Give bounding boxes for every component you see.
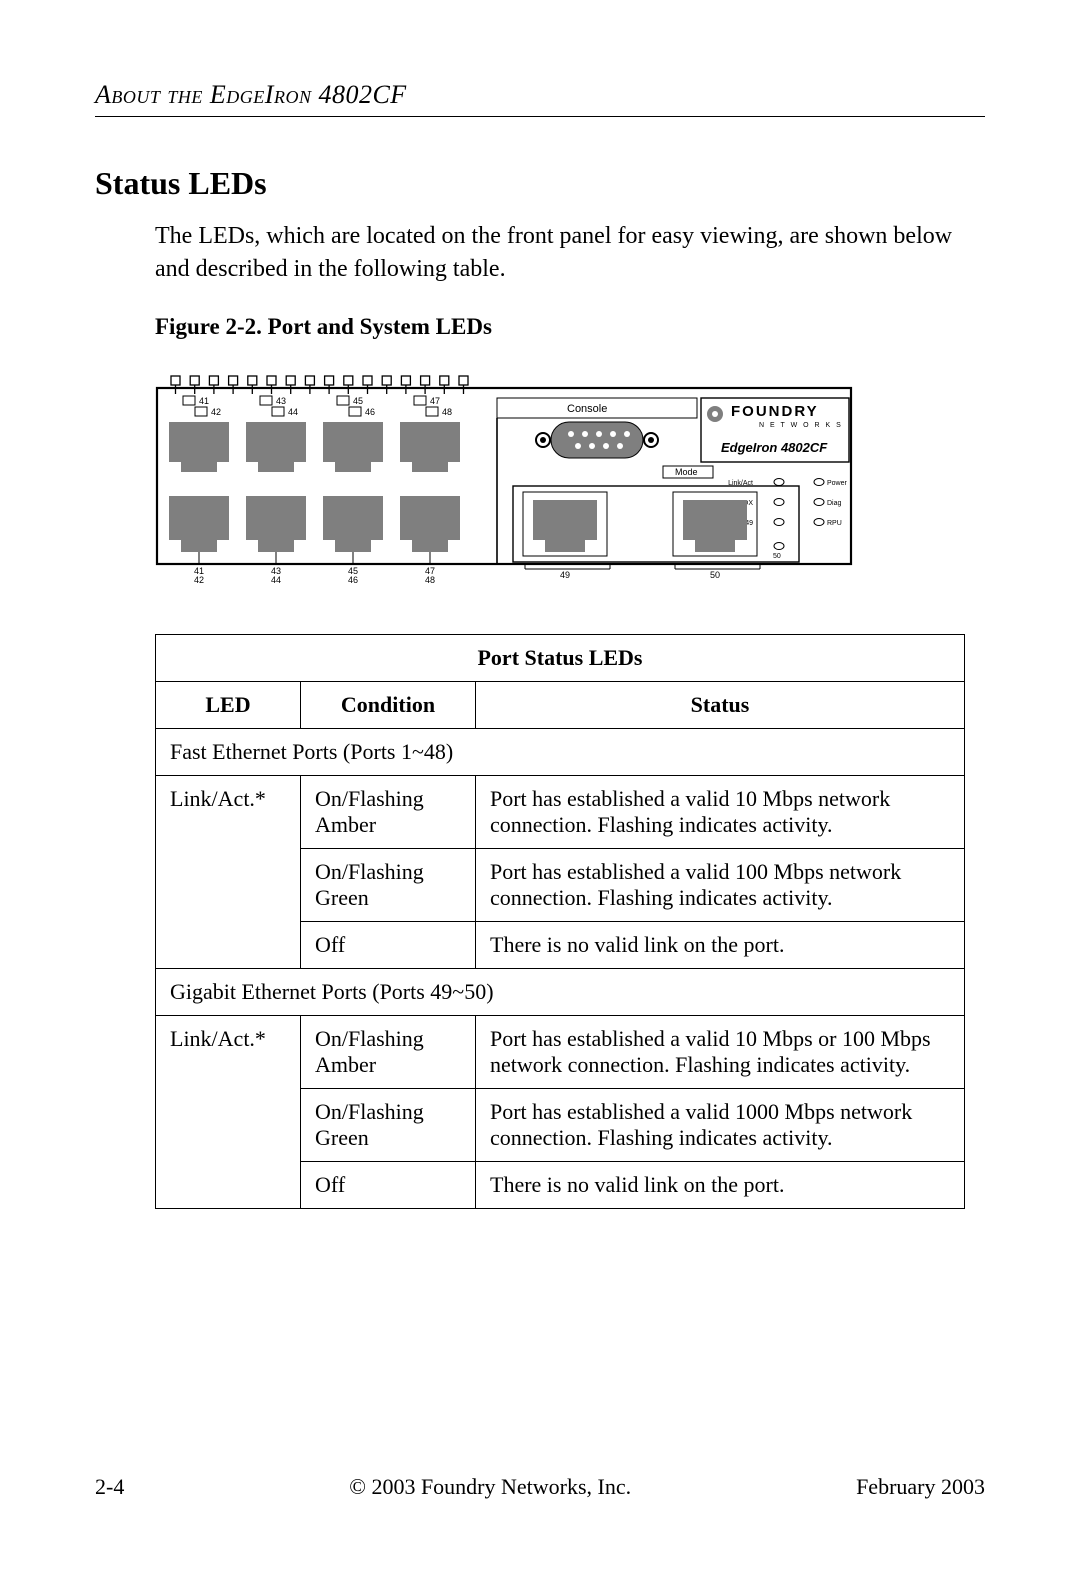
cell-condition: On/Flashing Amber [301,776,476,849]
svg-text:48: 48 [425,575,435,584]
svg-text:N E T W O R K S: N E T W O R K S [759,422,843,429]
svg-text:RPU: RPU [827,520,842,527]
svg-text:43: 43 [276,396,286,406]
svg-text:EdgeIron 4802CF: EdgeIron 4802CF [721,440,828,455]
page-footer: 2-4 © 2003 Foundry Networks, Inc. Februa… [95,1474,985,1500]
figure-caption: Figure 2-2. Port and System LEDs [155,314,985,340]
svg-text:Console: Console [567,403,607,415]
cell-condition: On/Flashing Amber [301,1016,476,1089]
port-status-led-table: Port Status LEDs LED Condition Status Fa… [155,634,965,1209]
svg-text:50: 50 [773,553,781,560]
cell-status: Port has established a valid 10 Mbps or … [476,1016,965,1089]
cell-condition: Off [301,1162,476,1209]
section1-led-cell: Link/Act.* [156,776,301,969]
cell-status: Port has established a valid 1000 Mbps n… [476,1089,965,1162]
cell-condition: On/Flashing Green [301,1089,476,1162]
col-header-led: LED [156,682,301,729]
svg-text:46: 46 [348,575,358,584]
device-diagram: 41424344454647484142434445464748ConsoleF… [155,374,853,584]
svg-text:49: 49 [560,570,570,580]
svg-text:44: 44 [271,575,281,584]
table-title-row: Port Status LEDs [156,635,965,682]
svg-text:42: 42 [194,575,204,584]
table-row: Link/Act.* On/Flashing Amber Port has es… [156,1016,965,1089]
section-title: Status LEDs [95,165,985,202]
chapter-header: About the EdgeIron 4802CF [95,80,985,110]
svg-text:44: 44 [288,407,298,417]
svg-text:FOUNDRY: FOUNDRY [731,403,819,420]
svg-text:47: 47 [430,396,440,406]
svg-text:45: 45 [353,396,363,406]
header-rule [95,116,985,117]
table-row: Link/Act.* On/Flashing Amber Port has es… [156,776,965,849]
footer-page-number: 2-4 [95,1474,124,1500]
section2-label-row: Gigabit Ethernet Ports (Ports 49~50) [156,969,965,1016]
cell-condition: On/Flashing Green [301,849,476,922]
svg-text:Mode: Mode [675,467,698,477]
table-title: Port Status LEDs [156,635,965,682]
cell-status: Port has established a valid 100 Mbps ne… [476,849,965,922]
cell-status: There is no valid link on the port. [476,922,965,969]
svg-text:42: 42 [211,407,221,417]
svg-text:41: 41 [199,396,209,406]
svg-text:Power: Power [827,480,848,487]
svg-text:46: 46 [365,407,375,417]
svg-text:48: 48 [442,407,452,417]
col-header-condition: Condition [301,682,476,729]
section2-label: Gigabit Ethernet Ports (Ports 49~50) [156,969,965,1016]
section1-label-row: Fast Ethernet Ports (Ports 1~48) [156,729,965,776]
col-header-status: Status [476,682,965,729]
section2-led-cell: Link/Act.* [156,1016,301,1209]
device-svg: 41424344454647484142434445464748ConsoleF… [155,374,853,584]
footer-copyright: © 2003 Foundry Networks, Inc. [349,1474,631,1500]
svg-text:50: 50 [710,570,720,580]
cell-condition: Off [301,922,476,969]
intro-paragraph: The LEDs, which are located on the front… [155,220,985,286]
footer-date: February 2003 [856,1474,985,1500]
table-header-row: LED Condition Status [156,682,965,729]
cell-status: Port has established a valid 10 Mbps net… [476,776,965,849]
section1-label: Fast Ethernet Ports (Ports 1~48) [156,729,965,776]
cell-status: There is no valid link on the port. [476,1162,965,1209]
svg-text:Diag: Diag [827,500,842,507]
